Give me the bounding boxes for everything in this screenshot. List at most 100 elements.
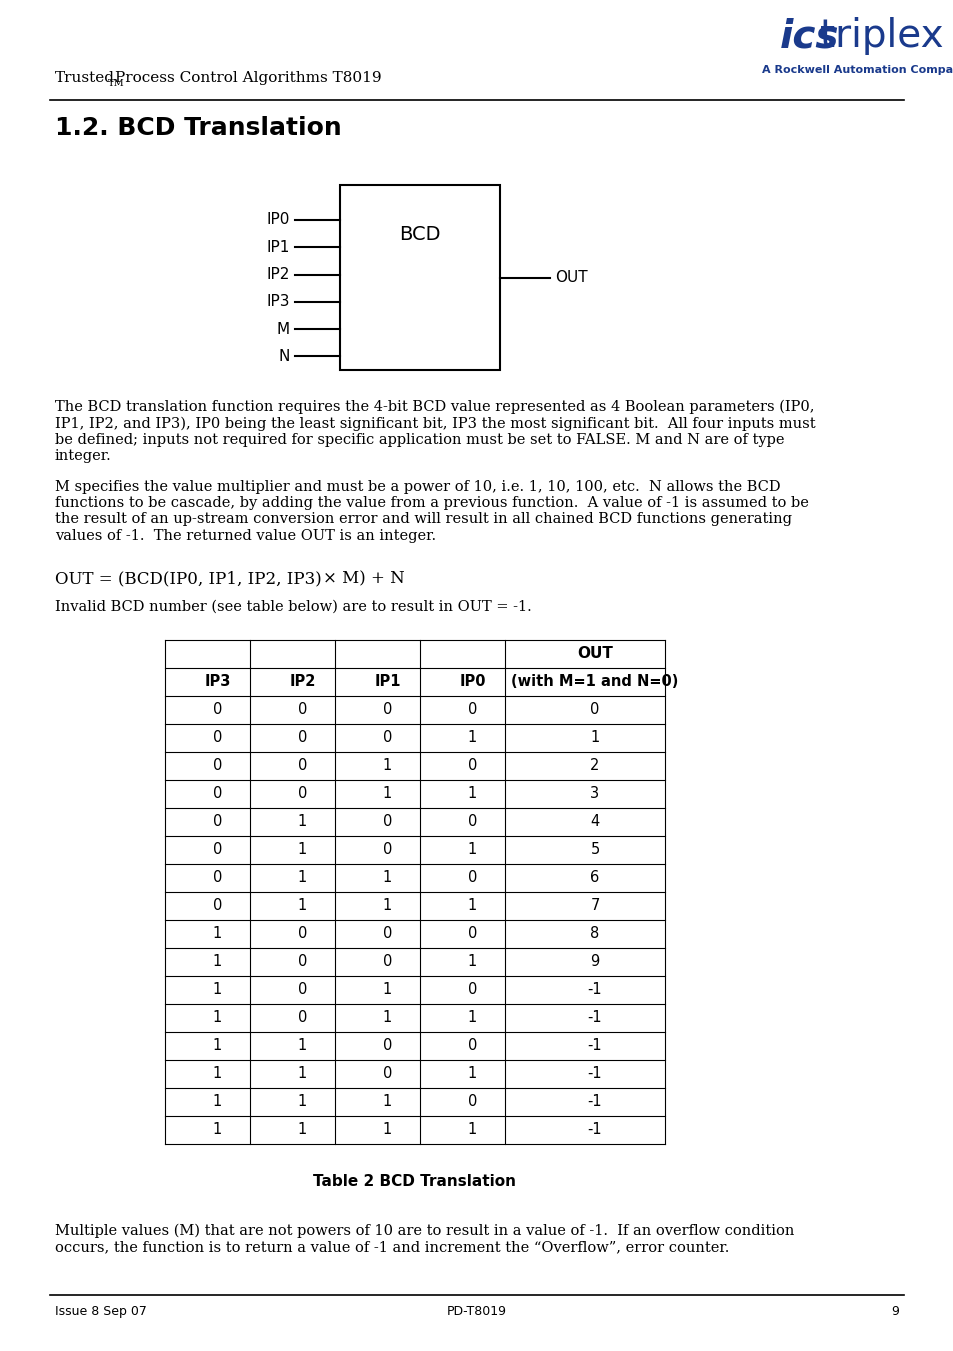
Text: 0: 0 — [213, 870, 222, 885]
Text: 7: 7 — [590, 898, 599, 913]
Text: M: M — [276, 322, 290, 336]
Text: 9: 9 — [890, 1305, 898, 1319]
Text: 0: 0 — [467, 703, 476, 717]
Text: IP3: IP3 — [266, 295, 290, 309]
Text: IP2: IP2 — [266, 267, 290, 282]
Text: 2: 2 — [590, 758, 599, 774]
Text: -1: -1 — [587, 1039, 601, 1054]
Text: IP1: IP1 — [266, 239, 290, 255]
Text: 1: 1 — [467, 955, 476, 970]
Text: 1: 1 — [590, 731, 599, 746]
Text: Invalid BCD number (see table below) are to result in OUT = -1.: Invalid BCD number (see table below) are… — [55, 600, 531, 613]
Text: 0: 0 — [382, 1039, 392, 1054]
Text: 1: 1 — [382, 1123, 392, 1138]
Text: 1: 1 — [382, 1094, 392, 1109]
Text: 1: 1 — [382, 870, 392, 885]
Text: OUT: OUT — [577, 647, 612, 662]
Text: 0: 0 — [297, 927, 307, 942]
Text: 1: 1 — [382, 758, 392, 774]
Text: 1: 1 — [213, 1066, 222, 1082]
Text: 5: 5 — [590, 843, 599, 858]
Text: 1: 1 — [297, 898, 307, 913]
Text: Multiple values (M) that are not powers of 10 are to result in a value of -1.  I: Multiple values (M) that are not powers … — [55, 1224, 794, 1255]
Text: 0: 0 — [467, 982, 476, 997]
Text: 0: 0 — [467, 1039, 476, 1054]
Text: -1: -1 — [587, 1123, 601, 1138]
Text: 3: 3 — [590, 786, 598, 801]
Text: 1: 1 — [467, 1123, 476, 1138]
Text: Issue 8 Sep 07: Issue 8 Sep 07 — [55, 1305, 147, 1319]
Text: 0: 0 — [297, 731, 307, 746]
Text: 1.2. BCD Translation: 1.2. BCD Translation — [55, 116, 341, 141]
Text: 0: 0 — [467, 870, 476, 885]
Text: 0: 0 — [297, 786, 307, 801]
Text: Table 2 BCD Translation: Table 2 BCD Translation — [314, 1174, 516, 1189]
Text: 0: 0 — [213, 758, 222, 774]
Text: 0: 0 — [213, 898, 222, 913]
Text: The BCD translation function requires the 4-bit BCD value represented as 4 Boole: The BCD translation function requires th… — [55, 400, 815, 463]
Text: IP1: IP1 — [374, 674, 400, 689]
Text: 0: 0 — [382, 843, 392, 858]
Text: IP0: IP0 — [458, 674, 485, 689]
Text: PD-T8019: PD-T8019 — [447, 1305, 506, 1319]
Text: TM: TM — [108, 78, 125, 88]
Text: M specifies the value multiplier and must be a power of 10, i.e. 1, 10, 100, etc: M specifies the value multiplier and mus… — [55, 480, 808, 543]
Text: OUT: OUT — [555, 270, 587, 285]
Text: 0: 0 — [467, 758, 476, 774]
Text: ics: ics — [780, 18, 839, 55]
Text: 0: 0 — [382, 927, 392, 942]
Text: 1: 1 — [382, 982, 392, 997]
Text: Process Control Algorithms T8019: Process Control Algorithms T8019 — [115, 72, 381, 85]
Text: 1: 1 — [467, 1011, 476, 1025]
Text: 1: 1 — [297, 1094, 307, 1109]
Text: 1: 1 — [297, 1039, 307, 1054]
Text: 0: 0 — [382, 955, 392, 970]
Text: 1: 1 — [467, 1066, 476, 1082]
Text: -1: -1 — [587, 1066, 601, 1082]
Text: 0: 0 — [467, 1094, 476, 1109]
Text: 1: 1 — [297, 815, 307, 830]
Text: 1: 1 — [382, 786, 392, 801]
Text: 0: 0 — [297, 955, 307, 970]
Text: 0: 0 — [213, 786, 222, 801]
Text: 1: 1 — [213, 1094, 222, 1109]
Text: Trusted: Trusted — [55, 72, 115, 85]
Text: 0: 0 — [213, 703, 222, 717]
Text: 0: 0 — [297, 703, 307, 717]
FancyBboxPatch shape — [339, 185, 499, 370]
Text: 0: 0 — [213, 731, 222, 746]
Text: 1: 1 — [213, 982, 222, 997]
Text: 0: 0 — [467, 927, 476, 942]
Text: 1: 1 — [382, 898, 392, 913]
Text: N: N — [278, 349, 290, 363]
Text: 0: 0 — [382, 703, 392, 717]
Text: 1: 1 — [213, 927, 222, 942]
Text: IP3: IP3 — [204, 674, 231, 689]
Text: 1: 1 — [467, 898, 476, 913]
Text: 1: 1 — [213, 1011, 222, 1025]
Text: 1: 1 — [297, 1123, 307, 1138]
Text: 9: 9 — [590, 955, 599, 970]
Text: 0: 0 — [213, 843, 222, 858]
Text: 0: 0 — [213, 815, 222, 830]
Text: 1: 1 — [467, 786, 476, 801]
Text: 0: 0 — [297, 982, 307, 997]
Text: 6: 6 — [590, 870, 599, 885]
Text: -1: -1 — [587, 982, 601, 997]
Text: -1: -1 — [587, 1011, 601, 1025]
Text: 0: 0 — [297, 758, 307, 774]
Text: 1: 1 — [297, 1066, 307, 1082]
Text: 4: 4 — [590, 815, 599, 830]
Text: A Rockwell Automation Company: A Rockwell Automation Company — [761, 65, 953, 76]
Text: IP2: IP2 — [289, 674, 315, 689]
Text: 0: 0 — [382, 731, 392, 746]
Text: 1: 1 — [213, 955, 222, 970]
Text: 0: 0 — [382, 815, 392, 830]
Text: OUT = (BCD(IP0, IP1, IP2, IP3): OUT = (BCD(IP0, IP1, IP2, IP3) — [55, 570, 321, 586]
Text: 0: 0 — [590, 703, 599, 717]
Text: 0: 0 — [297, 1011, 307, 1025]
Text: 1: 1 — [467, 731, 476, 746]
Text: triplex: triplex — [820, 18, 943, 55]
Text: 0: 0 — [382, 1066, 392, 1082]
Text: 1: 1 — [213, 1039, 222, 1054]
